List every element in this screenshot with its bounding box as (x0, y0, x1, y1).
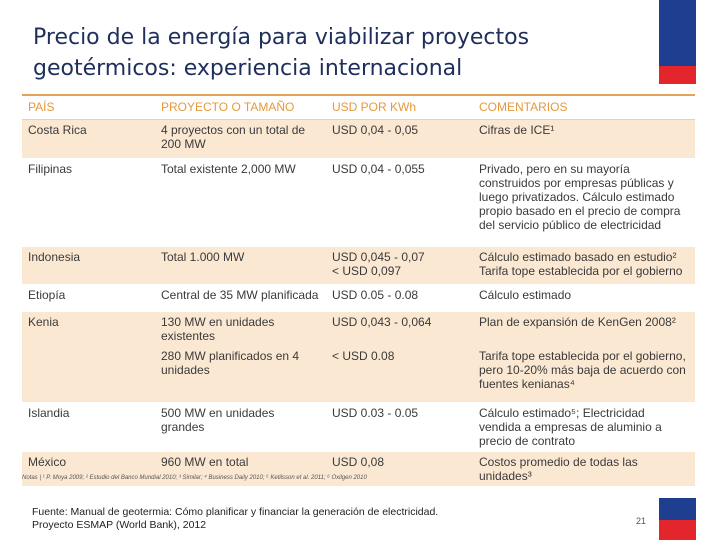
table-row: Kenia 130 MW en unidades existentes USD … (22, 311, 695, 346)
cell-pais: Kenia (22, 311, 155, 346)
cell-comentario: Plan de expansión de KenGen 2008² (473, 311, 695, 346)
table-row: Filipinas Total existente 2,000 MW USD 0… (22, 158, 695, 247)
flag-stripe-red-bottom (659, 520, 696, 540)
source-caption: Fuente: Manual de geotermia: Cómo planif… (32, 506, 592, 532)
table-row: Etiopía Central de 35 MW planificada USD… (22, 284, 695, 312)
table-row: Islandia 500 MW en unidades grandes USD … (22, 401, 695, 451)
header-comentarios: COMENTARIOS (473, 95, 695, 120)
cell-usd: USD 0,043 - 0,064 (326, 311, 473, 346)
cell-usd: USD 0.03 - 0.05 (326, 401, 473, 451)
cell-pais: Islandia (22, 401, 155, 451)
header-pais: PAÍS (22, 95, 155, 120)
cell-pais (22, 346, 155, 402)
cell-comentario: Cálculo estimado (473, 284, 695, 312)
header-proyecto: PROYECTO O TAMAÑO (155, 95, 326, 120)
cell-proyecto: Central de 35 MW planificada (155, 284, 326, 312)
slide-title: Precio de la energía para viabilizar pro… (33, 22, 633, 84)
cell-usd: USD 0,04 - 0,05 (326, 119, 473, 159)
cell-pais: Indonesia (22, 246, 155, 285)
cell-proyecto: Total existente 2,000 MW (155, 158, 326, 247)
cell-proyecto: Total 1.000 MW (155, 246, 326, 285)
page-number: 21 (636, 516, 647, 526)
cell-usd-line-1: USD 0,045 - 0,07 (332, 250, 425, 264)
cell-comentario: Cifras de ICE¹ (473, 119, 695, 159)
cell-usd: USD 0,045 - 0,07 < USD 0,097 (326, 246, 473, 285)
flag-stripe-blue-top (659, 0, 696, 66)
cell-comentario: Costos promedio de todas las unidades³ (473, 450, 695, 486)
table-header-row: PAÍS PROYECTO O TAMAÑO USD POR KWh COMEN… (22, 95, 695, 120)
energy-price-table: PAÍS PROYECTO O TAMAÑO USD POR KWh COMEN… (22, 94, 695, 486)
table-row: Costa Rica 4 proyectos con un total de 2… (22, 119, 695, 159)
cell-pais: Costa Rica (22, 119, 155, 159)
cell-proyecto: 500 MW en unidades grandes (155, 401, 326, 451)
cell-pais: Filipinas (22, 158, 155, 247)
source-line-2: Proyecto ESMAP (World Bank), 2012 (32, 519, 207, 531)
cell-usd: < USD 0.08 (326, 346, 473, 402)
cell-pais: Etiopía (22, 284, 155, 312)
flag-stripe-blue-bottom (659, 498, 696, 520)
flag-stripe-red-top (659, 66, 696, 84)
header-usd: USD POR KWh (326, 95, 473, 120)
cell-proyecto: 130 MW en unidades existentes (155, 311, 326, 346)
table-row: Indonesia Total 1.000 MW USD 0,045 - 0,0… (22, 246, 695, 285)
cell-comentario: Tarifa tope establecida por el gobierno,… (473, 346, 695, 402)
cell-comentario: Cálculo estimado basado en estudio² Tari… (473, 246, 695, 285)
cell-usd: USD 0,08 (326, 450, 473, 486)
table-row: 280 MW planificados en 4 unidades < USD … (22, 346, 695, 402)
cell-comentario-line-2: Tarifa tope establecida por el gobierno (479, 264, 683, 278)
cell-proyecto: 960 MW en total (155, 450, 326, 486)
cell-proyecto: 4 proyectos con un total de 200 MW (155, 119, 326, 159)
cell-comentario: Cálculo estimado⁵; Electricidad vendida … (473, 401, 695, 451)
source-line-1: Fuente: Manual de geotermia: Cómo planif… (32, 506, 439, 518)
table-row: México 960 MW en total USD 0,08 Costos p… (22, 450, 695, 486)
cell-comentario: Privado, pero en su mayoría construidos … (473, 158, 695, 247)
cell-usd: USD 0,04 - 0,055 (326, 158, 473, 247)
title-line-1: Precio de la energía para viabilizar pro… (33, 25, 530, 50)
cell-comentario-line-1: Cálculo estimado basado en estudio² (479, 250, 677, 264)
cell-pais: México (22, 450, 155, 486)
title-line-2: geotérmicos: experiencia internacional (33, 56, 463, 81)
cell-usd-line-2: < USD 0,097 (332, 264, 402, 278)
table-notes: Notas | ¹ P. Moya 2009; ² Estudio del Ba… (22, 475, 367, 481)
cell-proyecto: 280 MW planificados en 4 unidades (155, 346, 326, 402)
cell-usd: USD 0.05 - 0.08 (326, 284, 473, 312)
